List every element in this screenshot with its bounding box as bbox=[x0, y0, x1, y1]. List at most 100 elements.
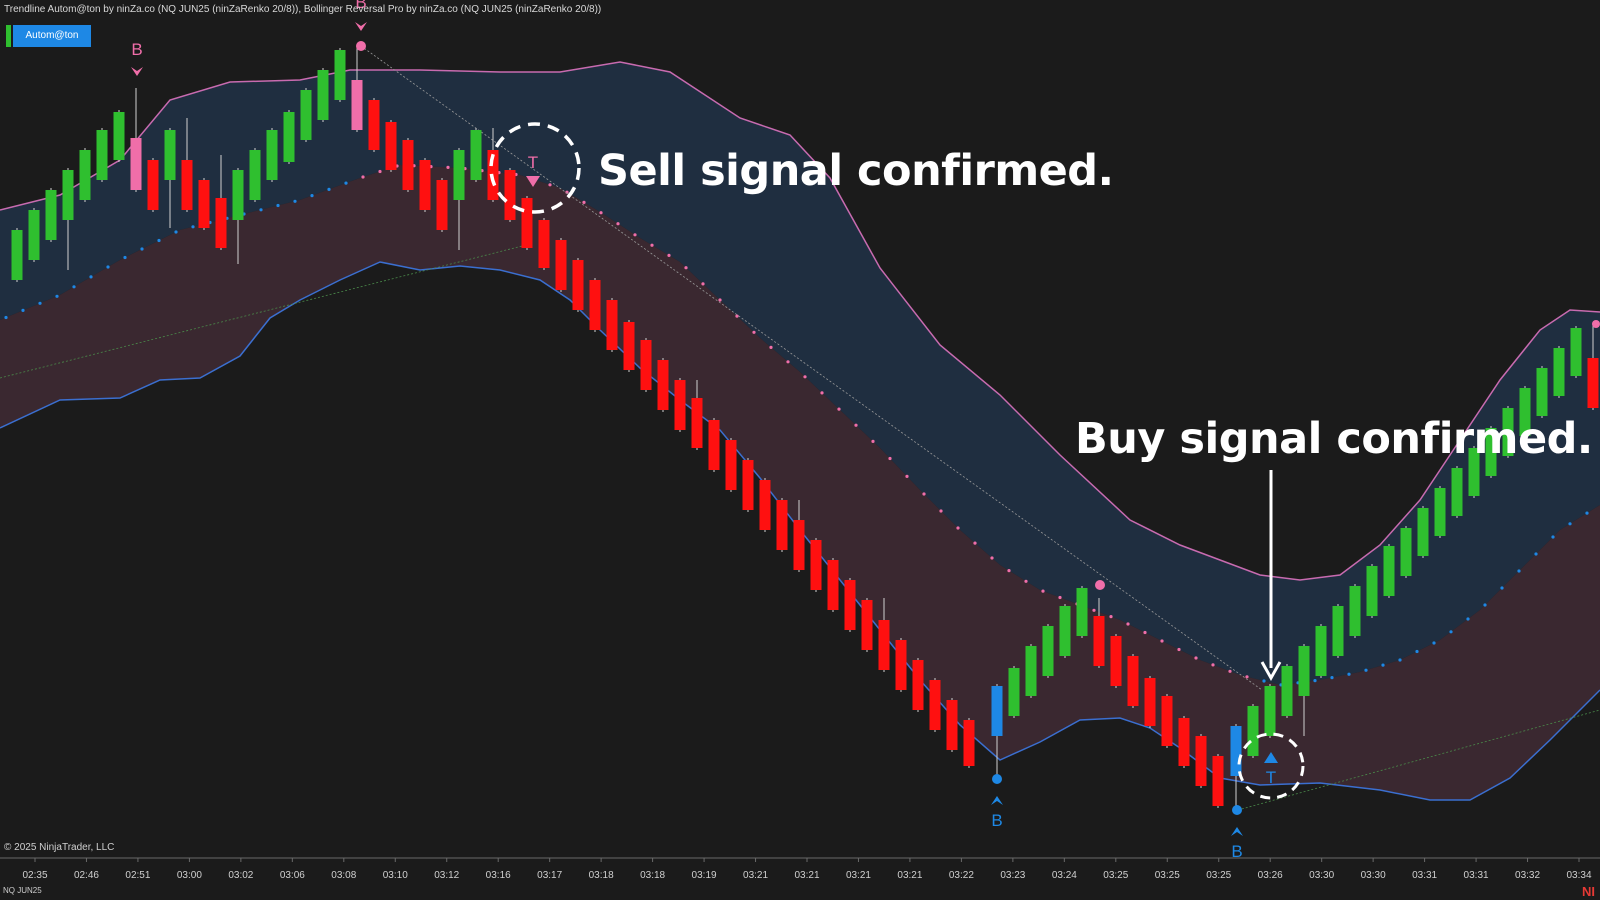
x-tick-label: 03:08 bbox=[331, 870, 356, 881]
middle-band-dot bbox=[650, 243, 654, 247]
middle-band-dot bbox=[1364, 668, 1368, 672]
middle-band-dot bbox=[1585, 511, 1589, 515]
bollinger-middle-dots bbox=[4, 164, 1589, 687]
middle-band-dot bbox=[735, 314, 739, 318]
candle-body bbox=[1383, 546, 1395, 596]
middle-band-dot bbox=[89, 275, 93, 279]
candle-body bbox=[1298, 646, 1310, 696]
candle-body bbox=[62, 170, 74, 220]
x-tick-label: 03:10 bbox=[383, 870, 408, 881]
candle-body bbox=[79, 150, 91, 200]
candle-body bbox=[28, 210, 40, 260]
brand-mark: NI bbox=[1582, 884, 1595, 899]
middle-band-dot bbox=[1177, 647, 1181, 652]
candle-body bbox=[334, 50, 346, 100]
candle-body bbox=[1315, 626, 1327, 676]
middle-band-dot bbox=[718, 298, 722, 302]
middle-band-dot bbox=[854, 423, 858, 427]
candle-body bbox=[1366, 566, 1378, 616]
buy-annotation-arrowhead bbox=[1260, 661, 1282, 682]
candle-body bbox=[1264, 686, 1276, 736]
middle-band-dot bbox=[582, 200, 586, 204]
buy-annotation: Buy signal confirmed. bbox=[1075, 414, 1593, 464]
middle-band-dot bbox=[191, 225, 195, 229]
candle-body bbox=[589, 280, 601, 330]
middle-band-dot bbox=[1500, 586, 1504, 590]
candle-body bbox=[45, 190, 57, 240]
x-tick-label: 03:21 bbox=[897, 870, 922, 881]
middle-band-dot bbox=[752, 330, 756, 334]
signals-layer: B B T B B T bbox=[131, 0, 1600, 861]
indicators-title: Trendline Autom@ton by ninZa.co (NQ JUN2… bbox=[4, 4, 602, 15]
middle-band-dot bbox=[888, 456, 892, 461]
candle-body bbox=[385, 122, 397, 170]
swing-high-dot bbox=[1095, 580, 1105, 590]
middle-band-dot bbox=[1109, 615, 1113, 619]
candle-body bbox=[895, 640, 907, 690]
x-tick-label: 03:18 bbox=[589, 870, 614, 881]
x-tick-label: 03:19 bbox=[692, 870, 717, 881]
candle-body bbox=[963, 720, 975, 766]
candle-body bbox=[810, 540, 822, 590]
candle-body bbox=[147, 160, 159, 210]
middle-band-dot bbox=[803, 375, 807, 379]
candle-body bbox=[1076, 588, 1088, 636]
signal-label: T bbox=[1266, 768, 1276, 787]
middle-band-dot bbox=[38, 301, 42, 305]
candle-body bbox=[402, 140, 414, 190]
candle-body bbox=[215, 198, 227, 248]
middle-band-dot bbox=[344, 181, 348, 185]
middle-band-dot bbox=[106, 265, 110, 269]
candle-body bbox=[11, 230, 23, 280]
x-tick-label: 02:35 bbox=[22, 870, 47, 881]
middle-band-dot bbox=[327, 187, 331, 191]
instrument-label: NQ JUN25 bbox=[3, 886, 42, 895]
middle-band-dot bbox=[922, 492, 926, 496]
middle-band-dot bbox=[1194, 656, 1198, 660]
automaton-status-marker bbox=[6, 25, 11, 47]
candle-body bbox=[113, 112, 125, 160]
middle-band-dot bbox=[1347, 672, 1351, 676]
buy-arrow-icon bbox=[991, 796, 1003, 805]
sell-arrow-icon bbox=[355, 22, 367, 31]
bollinger-upper-zone bbox=[0, 62, 1600, 685]
middle-band-dot bbox=[276, 203, 280, 208]
candle-body bbox=[1025, 646, 1037, 696]
candle-body bbox=[317, 70, 329, 120]
signal-label: B bbox=[1231, 842, 1242, 861]
middle-band-dot bbox=[1126, 622, 1130, 626]
x-tick-label: 03:26 bbox=[1258, 870, 1283, 881]
x-tick-label: 03:22 bbox=[949, 870, 974, 881]
candle-body bbox=[946, 700, 958, 750]
candle-body bbox=[453, 150, 465, 200]
candle-body bbox=[181, 160, 193, 210]
middle-band-dot bbox=[956, 526, 960, 530]
resistance-trendline bbox=[360, 45, 1263, 691]
x-tick-label: 03:00 bbox=[177, 870, 202, 881]
candle-body bbox=[130, 138, 142, 190]
x-tick-label: 03:21 bbox=[743, 870, 768, 881]
automaton-button[interactable]: Autom@ton bbox=[13, 25, 91, 47]
candle-body bbox=[1195, 736, 1207, 786]
candle-body bbox=[504, 170, 516, 220]
candle-body bbox=[1042, 626, 1054, 676]
middle-band-dot bbox=[1398, 658, 1402, 662]
middle-band-dot bbox=[1466, 617, 1470, 621]
x-tick-label: 03:17 bbox=[537, 870, 562, 881]
middle-band-dot bbox=[939, 509, 943, 513]
automaton-control[interactable]: Autom@ton bbox=[6, 25, 91, 47]
candle-body bbox=[657, 360, 669, 410]
x-tick-label: 02:51 bbox=[125, 870, 150, 881]
x-tick-label: 03:25 bbox=[1155, 870, 1180, 881]
swing-high-dot bbox=[1592, 320, 1600, 328]
candle-body bbox=[1553, 348, 1565, 396]
signal-label: B bbox=[355, 0, 366, 12]
middle-band-dot bbox=[1160, 639, 1164, 643]
support-trendline-right bbox=[1237, 709, 1600, 811]
middle-band-dot bbox=[1381, 663, 1385, 667]
x-tick-label: 03:24 bbox=[1052, 870, 1077, 881]
x-tick-label: 03:34 bbox=[1566, 870, 1591, 881]
middle-band-dot bbox=[973, 541, 977, 545]
swing-high-dot bbox=[356, 41, 366, 51]
